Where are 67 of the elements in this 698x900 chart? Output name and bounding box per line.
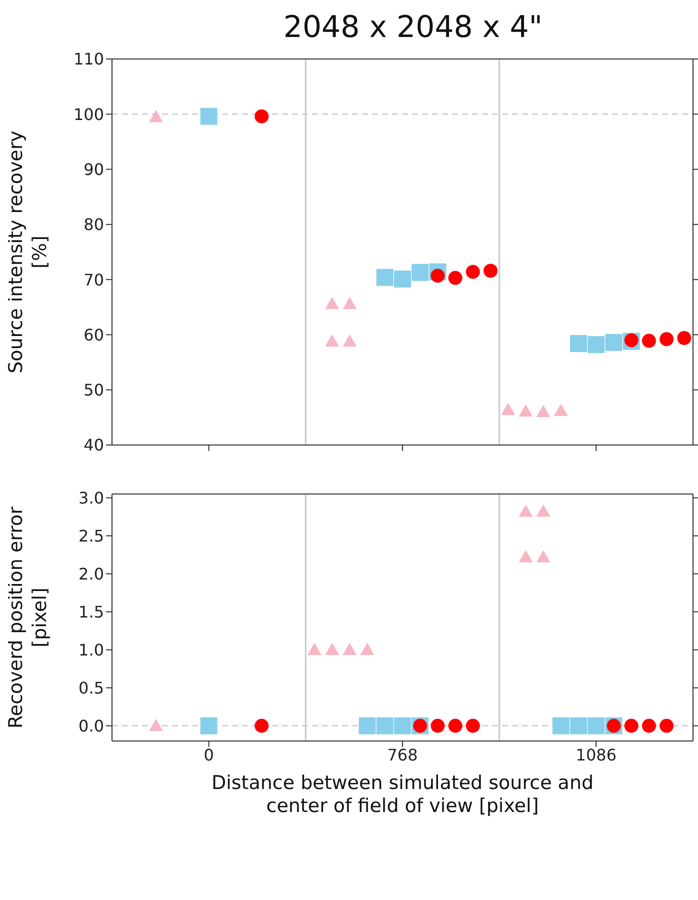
point — [536, 550, 550, 562]
x-tick-label: 1086 — [576, 745, 617, 764]
point — [466, 264, 480, 279]
point — [570, 335, 588, 352]
point — [660, 332, 674, 346]
point — [677, 331, 692, 346]
point — [501, 402, 516, 415]
y-tick-label: 90 — [84, 160, 104, 179]
point — [536, 504, 550, 517]
point — [570, 717, 588, 734]
point — [254, 109, 269, 124]
x-tick-label: 768 — [387, 745, 418, 764]
point — [466, 718, 480, 733]
x-axis-title: Distance between simulated source and center of field of view [pixel] — [211, 772, 594, 817]
point — [325, 334, 340, 347]
y-tick-label: 80 — [84, 215, 104, 234]
y-tick-label: 110 — [73, 50, 104, 69]
point — [376, 268, 394, 286]
point — [536, 404, 550, 418]
y-tick-label: 70 — [84, 270, 104, 290]
point — [412, 264, 429, 281]
y-tick-label: 100 — [73, 104, 104, 124]
point — [552, 717, 570, 734]
x-tick-label: 0 — [204, 745, 214, 764]
point — [518, 504, 533, 517]
point — [307, 642, 322, 656]
point — [448, 270, 462, 285]
point — [430, 718, 445, 733]
point — [448, 718, 462, 733]
point — [376, 717, 394, 734]
point — [605, 334, 622, 351]
point — [149, 110, 164, 122]
y-tick-label: 0.0 — [78, 716, 104, 736]
point — [518, 550, 533, 562]
y-tick-label: 2.0 — [78, 564, 104, 584]
y-tick-label: 40 — [84, 436, 104, 455]
y-tick-label: 3.0 — [78, 488, 104, 508]
point — [149, 718, 164, 732]
point — [325, 296, 340, 310]
y-tick-label: 1.0 — [78, 640, 104, 660]
point — [325, 642, 340, 656]
point — [660, 718, 674, 733]
point — [342, 334, 357, 347]
point — [642, 718, 656, 733]
point — [554, 404, 568, 416]
point — [394, 717, 411, 734]
point — [430, 268, 445, 283]
y-tick-label: 2.5 — [78, 526, 104, 546]
point — [342, 642, 357, 656]
point — [484, 264, 498, 278]
point — [588, 717, 605, 734]
y-tick-label: 60 — [84, 325, 104, 344]
point — [588, 336, 605, 354]
point — [358, 717, 376, 734]
point — [360, 642, 374, 656]
point — [342, 296, 357, 310]
point — [200, 108, 218, 125]
y-tick-label: 0.5 — [78, 678, 104, 698]
chart-title: 2048 x 2048 x 4" — [282, 10, 544, 45]
point — [254, 718, 269, 733]
point — [624, 718, 638, 733]
point — [642, 334, 656, 348]
point — [518, 404, 533, 417]
point — [394, 270, 411, 288]
y-tick-label: 1.5 — [78, 602, 104, 622]
point — [200, 717, 218, 734]
y-tick-label: 50 — [84, 380, 104, 400]
